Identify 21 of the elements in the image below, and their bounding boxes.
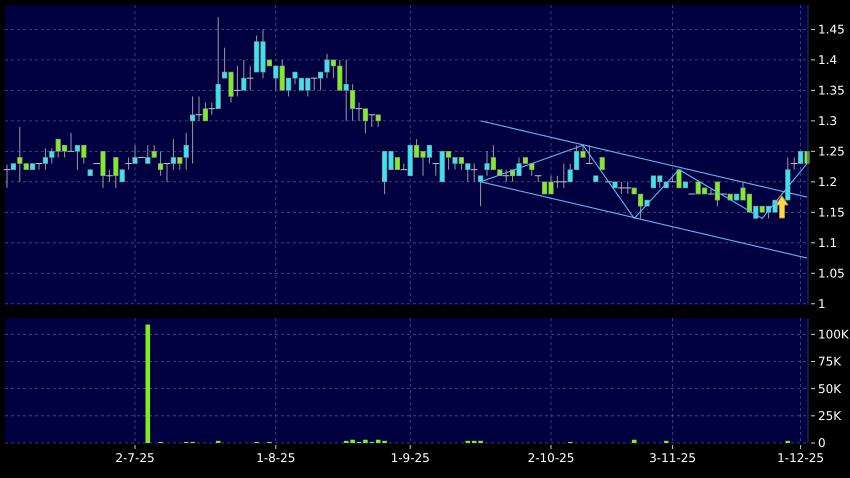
x-tick-label: 1-12-25	[777, 451, 824, 465]
x-tick-label: 1-9-25	[390, 451, 430, 465]
y-tick-label: 25K	[818, 409, 842, 424]
y-tick-label: 75K	[818, 354, 842, 369]
x-tick-label: 3-11-25	[649, 451, 696, 465]
y-tick-label: 100K	[818, 328, 850, 342]
y-tick-label: 1.35	[818, 84, 845, 98]
y-tick-label: 1.3	[818, 114, 838, 128]
y-tick-label: 1.05	[818, 266, 845, 280]
x-tick-label: 2-7-25	[115, 451, 155, 465]
x-tick-label: 1-8-25	[256, 451, 296, 465]
y-tick-label: 1.4	[818, 53, 838, 68]
y-tick-label: 1.2	[818, 175, 838, 190]
y-tick-label: 1	[818, 296, 826, 311]
y-tick-label: 0	[818, 436, 826, 450]
y-tick-label: 50K	[818, 382, 842, 396]
y-tick-label: 1.1	[818, 236, 838, 250]
y-tick-label: 1.25	[818, 144, 845, 159]
x-tick-label: 2-10-25	[528, 451, 574, 465]
y-tick-label: 1.45	[818, 22, 845, 37]
y-tick-label: 1.15	[818, 206, 845, 220]
